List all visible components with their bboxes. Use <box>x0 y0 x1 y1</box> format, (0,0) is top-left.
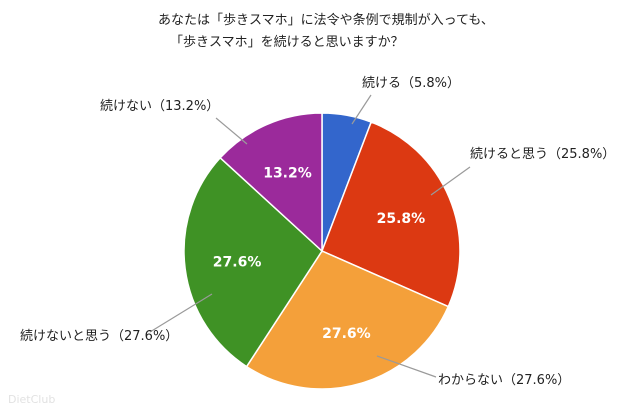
leader-line-4 <box>149 293 213 333</box>
label-leader-lines <box>149 94 471 378</box>
chart-title-line-1: あなたは「歩きスマホ」に法令や条例で規制が入っても、 <box>158 12 494 28</box>
slice-outside-label-5: 続けない（13.2%） <box>100 99 219 114</box>
leader-line-3 <box>376 355 437 378</box>
chart-title-line-2: 「歩きスマホ」を続けると思いますか？ <box>170 35 404 50</box>
slice-inside-label-2: 25.8% <box>377 211 426 227</box>
pie-slices <box>183 112 461 390</box>
slice-outside-label-3: わからない（27.6%） <box>438 373 570 388</box>
pie-slice-3 <box>245 250 450 390</box>
slice-outside-label-1: 続ける（5.8%） <box>362 76 460 91</box>
pie-slice-2 <box>321 121 461 308</box>
leader-line-5 <box>215 117 248 145</box>
leader-line-1 <box>351 94 372 125</box>
slice-inside-label-4: 27.6% <box>213 255 262 271</box>
slice-inside-label-5: 13.2% <box>263 166 312 182</box>
leader-line-2 <box>430 166 471 196</box>
pie-labels: 続ける（5.8%） 25.8% 続けると思う（25.8%） 27.6% わからない（27… <box>20 76 615 388</box>
watermark-text: DietClub <box>8 393 55 406</box>
slice-outside-label-4: 続けないと思う（27.6%） <box>20 329 178 344</box>
slice-inside-label-3: 27.6% <box>322 326 371 342</box>
pie-slice-5 <box>219 112 323 253</box>
pie-slice-4 <box>183 156 323 368</box>
slice-outside-label-2: 続けると思う（25.8%） <box>470 147 615 162</box>
